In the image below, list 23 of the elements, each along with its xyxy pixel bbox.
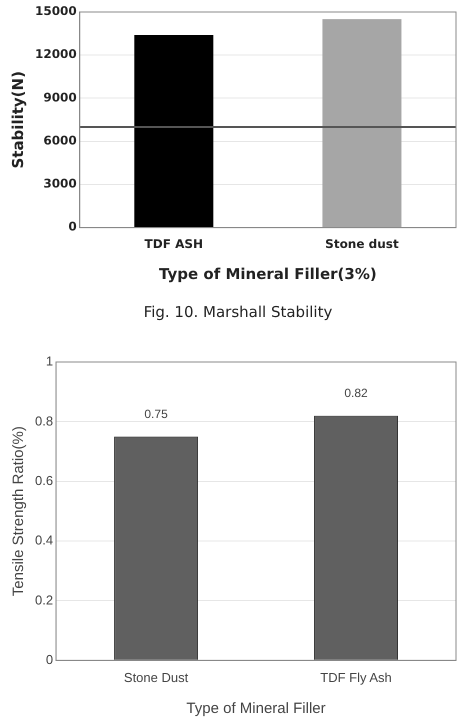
y-tick-label: 0 (46, 652, 54, 667)
y-tick-label: 0.8 (34, 413, 54, 428)
y-tick-label: 15000 (35, 4, 77, 18)
x-tick-label: Stone dust (325, 236, 399, 251)
y-tick-label: 9000 (43, 90, 77, 104)
x-axis-title: Type of Mineral Filler(3%) (159, 264, 377, 283)
y-axis-title: Tensile Strength Ratio(%) (10, 426, 28, 596)
x-axis-title: Type of Mineral Filler (186, 700, 326, 718)
y-tick-label: 0.2 (34, 592, 54, 608)
x-tick-label: TDF Fly Ash (320, 670, 392, 685)
y-tick-label: 12000 (35, 47, 77, 62)
y-tick-label: 3000 (43, 176, 77, 191)
y-tick-label: 0 (68, 220, 77, 234)
y-tick-label: 1 (46, 354, 54, 369)
data-label: 0.75 (144, 406, 168, 421)
y-axis-title: Stability(N) (8, 71, 27, 169)
x-tick-label: TDF ASH (144, 236, 204, 251)
x-tick-label: Stone Dust (124, 670, 189, 685)
y-tick-label: 0.6 (34, 472, 54, 488)
y-tick-label: 0.4 (34, 532, 54, 548)
caption: Fig. 10. Marshall Stability (142, 302, 334, 323)
y-tick-label: 6000 (43, 133, 77, 148)
data-label: 0.82 (344, 386, 368, 400)
